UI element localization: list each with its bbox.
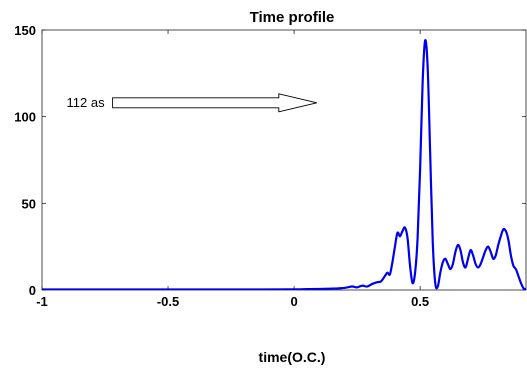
chart-title: Time profile [250, 9, 335, 26]
x-tick-label: 0 [290, 294, 297, 309]
x-axis: -1 -0.5 0 0.5 [36, 30, 429, 309]
annotation-text: 112 as [67, 95, 106, 110]
y-tick-label: 50 [22, 196, 36, 211]
y-tick-label: 100 [14, 110, 36, 125]
y-axis: 0 50 100 150 [14, 23, 526, 298]
x-tick-label: -1 [36, 294, 48, 309]
x-axis-label: time(O.C.) [259, 349, 326, 365]
annotation-arrow [112, 93, 317, 113]
plot-area: -1 -0.5 0 0.5 0 50 100 150 112 as [14, 23, 527, 309]
x-tick-label: -0.5 [157, 294, 179, 309]
series-line-0 [42, 39, 526, 290]
annotation-layer: 112 as [67, 93, 317, 113]
y-tick-label: 0 [29, 283, 36, 298]
series-layer [42, 39, 526, 290]
y-tick-label: 150 [14, 23, 36, 38]
x-tick-label: 0.5 [411, 294, 429, 309]
